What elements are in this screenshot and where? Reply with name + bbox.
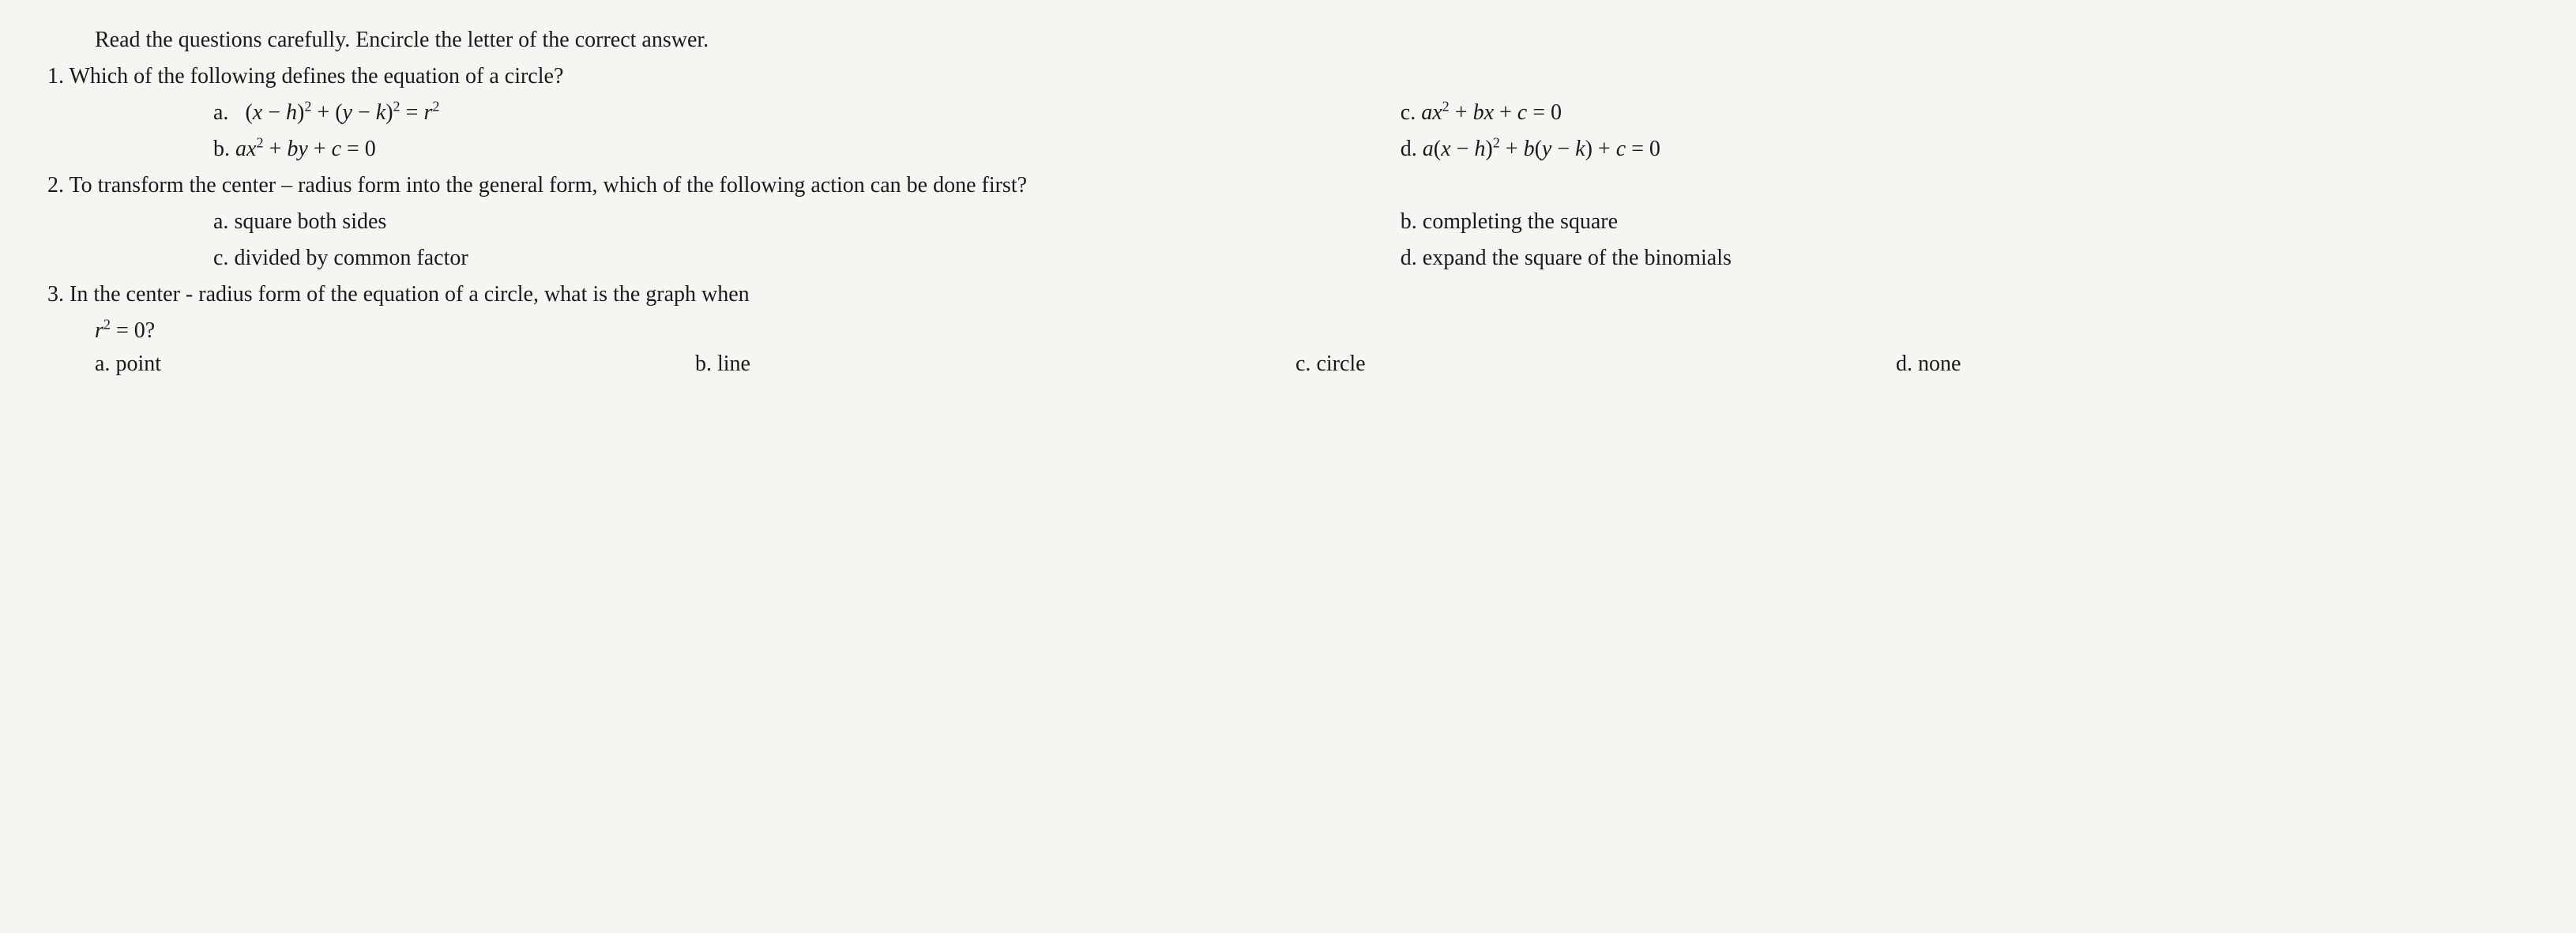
- option-letter: c.: [1296, 352, 1311, 376]
- q2-a-text: square both sides: [234, 209, 386, 234]
- q1-option-a: a. (x − h)2 + (y − k)2 = r2: [213, 96, 1401, 130]
- q3-subline: r2 = 0?: [47, 314, 2496, 348]
- q1-options-row-2: b. ax2 + by + c = 0 d. a(x − h)2 + b(y −…: [47, 133, 2496, 166]
- q3-d-text: none: [1918, 352, 1961, 376]
- q2-b-text: completing the square: [1423, 209, 1618, 234]
- q2-option-c: c. divided by common factor: [213, 242, 1401, 275]
- option-letter: a.: [95, 352, 110, 376]
- q3-a-text: point: [115, 352, 161, 376]
- q2-text: To transform the center – radius form in…: [70, 173, 1028, 198]
- question-3: 3. In the center - radius form of the eq…: [47, 278, 2496, 311]
- q1-number: 1.: [47, 64, 64, 88]
- q2-option-a: a. square both sides: [213, 205, 1401, 239]
- q3-text: In the center - radius form of the equat…: [70, 282, 750, 307]
- q2-options-row-2: c. divided by common factor d. expand th…: [47, 242, 2496, 275]
- option-letter: d.: [1401, 137, 1417, 161]
- q3-number: 3.: [47, 282, 64, 307]
- q1-option-c: c. ax2 + bx + c = 0: [1401, 96, 2496, 130]
- q1-c-equation: ax2 + bx + c = 0: [1421, 100, 1562, 125]
- q2-option-d: d. expand the square of the binomials: [1401, 242, 2496, 275]
- q3-b-text: line: [717, 352, 750, 376]
- instruction-text: Read the questions carefully. Encircle t…: [47, 24, 2496, 57]
- q2-d-text: expand the square of the binomials: [1423, 246, 1732, 270]
- q3-options-row: a. point b. line c. circle d. none: [47, 348, 2496, 381]
- option-letter: b.: [695, 352, 712, 376]
- q2-number: 2.: [47, 173, 64, 198]
- option-letter: d.: [1896, 352, 1912, 376]
- q1-options-row-1: a. (x − h)2 + (y − k)2 = r2 c. ax2 + bx …: [47, 96, 2496, 130]
- q3-option-d: d. none: [1896, 348, 2496, 381]
- q2-options-row-1: a. square both sides b. completing the s…: [47, 205, 2496, 239]
- q1-text: Which of the following defines the equat…: [70, 64, 564, 88]
- q1-d-equation: a(x − h)2 + b(y − k) + c = 0: [1423, 137, 1660, 161]
- q3-option-a: a. point: [95, 348, 695, 381]
- option-letter: a.: [213, 209, 228, 234]
- option-letter: c.: [1401, 100, 1416, 125]
- question-2: 2. To transform the center – radius form…: [47, 169, 2496, 202]
- q3-option-c: c. circle: [1296, 348, 1896, 381]
- q2-option-b: b. completing the square: [1401, 205, 2496, 239]
- q1-option-b: b. ax2 + by + c = 0: [213, 133, 1401, 166]
- option-letter: c.: [213, 246, 228, 270]
- option-letter: d.: [1401, 246, 1417, 270]
- q2-c-text: divided by common factor: [234, 246, 468, 270]
- worksheet-container: Read the questions carefully. Encircle t…: [47, 24, 2496, 381]
- option-letter: b.: [213, 137, 230, 161]
- question-1: 1. Which of the following defines the eq…: [47, 60, 2496, 93]
- q3-c-text: circle: [1316, 352, 1365, 376]
- q3-option-b: b. line: [695, 348, 1296, 381]
- option-letter: b.: [1401, 209, 1417, 234]
- q1-option-d: d. a(x − h)2 + b(y − k) + c = 0: [1401, 133, 2496, 166]
- q1-b-equation: ax2 + by + c = 0: [235, 137, 376, 161]
- q1-a-equation: (x − h)2 + (y − k)2 = r2: [245, 100, 439, 125]
- option-letter: a.: [213, 100, 228, 125]
